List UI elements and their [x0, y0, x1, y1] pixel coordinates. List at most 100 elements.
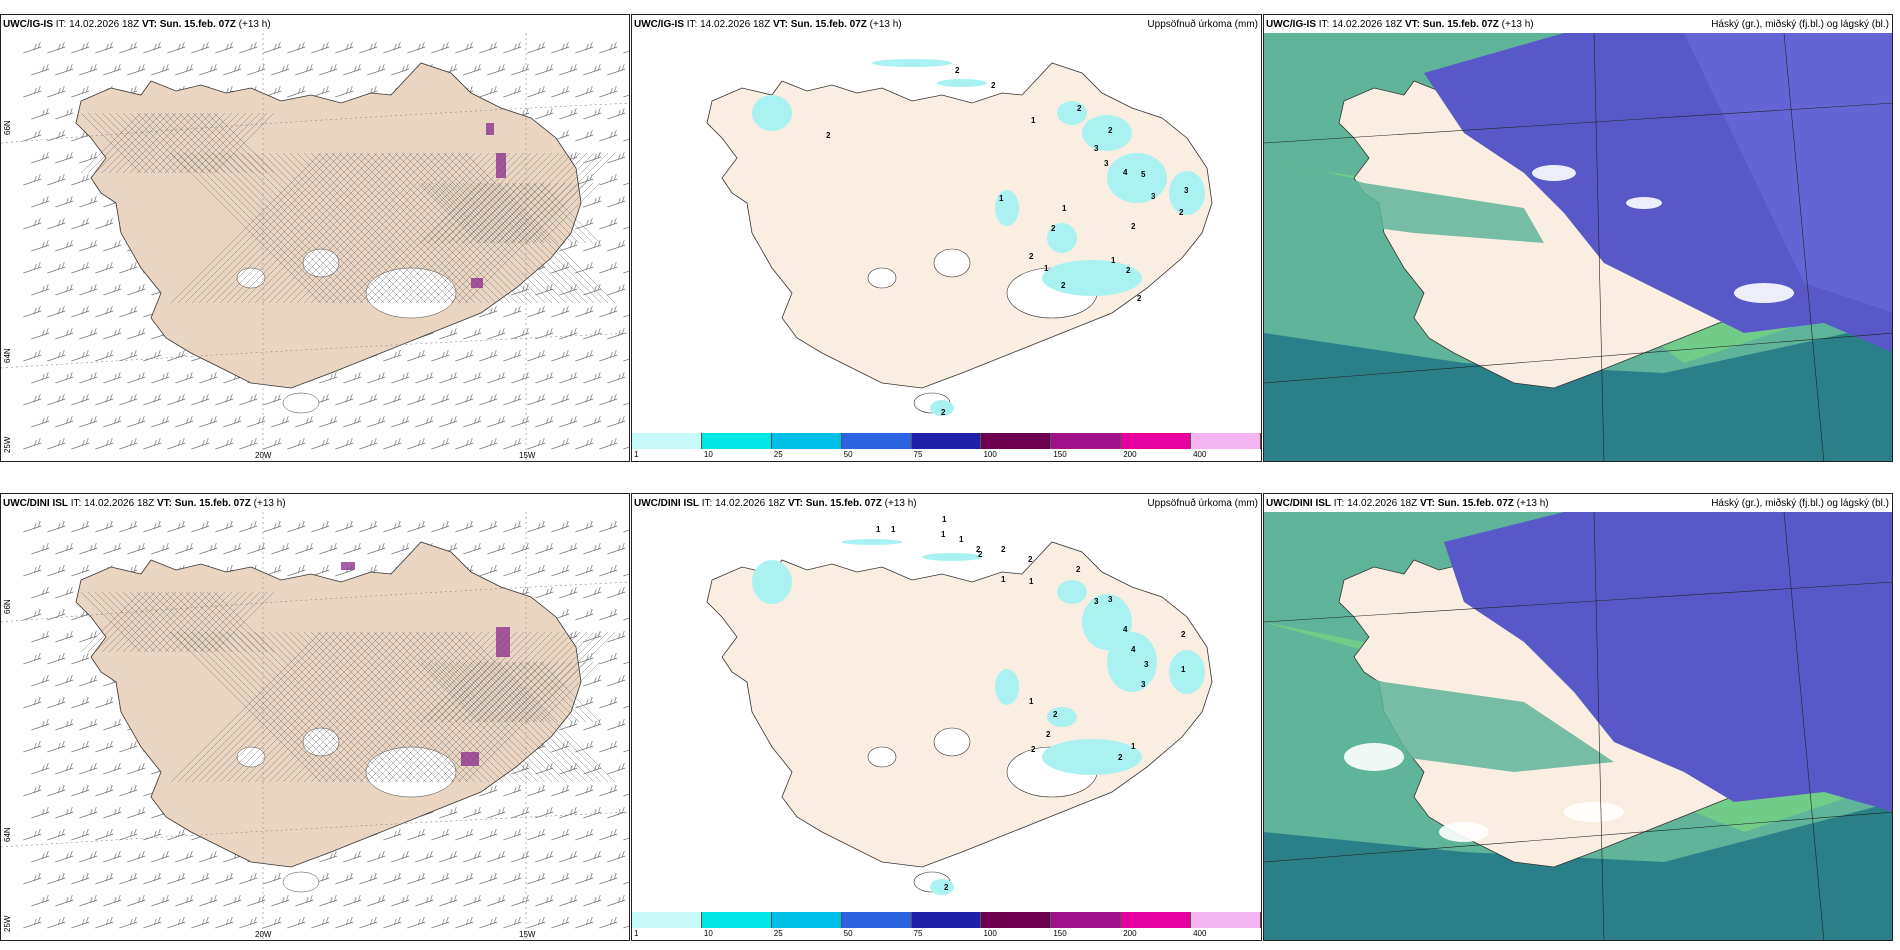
wind-barb	[167, 520, 186, 533]
wind-barb	[383, 41, 402, 54]
wind-barb	[191, 437, 210, 450]
wind-barb	[95, 393, 114, 406]
wind-barb	[215, 393, 234, 406]
snow-hatch-line	[518, 182, 580, 244]
wind-barb	[383, 437, 402, 450]
wind-barb	[95, 305, 114, 318]
colorbar-swatch	[701, 433, 772, 449]
wind-barb	[479, 437, 498, 450]
wind-barb	[559, 107, 578, 120]
cloud-map	[1264, 512, 1892, 940]
wind-barb	[551, 393, 570, 406]
wind-barb	[479, 85, 498, 98]
lead-time: (+13 h)	[1501, 19, 1534, 30]
wind-barb	[55, 850, 74, 863]
wind-barb	[479, 520, 498, 533]
it-value: 14.02.2026 18Z	[700, 19, 771, 30]
wind-barb	[607, 107, 626, 120]
colorbar-ticks: 1 10 25 50 75 100 150 200 400	[632, 450, 1261, 461]
wind-barb	[71, 85, 90, 98]
snow-hatch-line	[289, 631, 441, 783]
wind-barb	[287, 520, 306, 533]
wind-barb	[551, 784, 570, 797]
snow-hatch-line	[157, 112, 219, 174]
wind-barb	[119, 437, 138, 450]
wind-barb	[503, 564, 522, 577]
wind-barb	[311, 564, 330, 577]
wind-barb	[247, 63, 266, 76]
model-name: UWC/DINI ISL	[1266, 498, 1331, 509]
precip-value-label: 1	[1062, 204, 1067, 213]
wind-barb	[79, 151, 98, 164]
precip-value-label: 3	[1104, 159, 1109, 168]
wind-barb	[95, 41, 114, 54]
wind-barb	[511, 894, 530, 907]
colorbar-tick-label: 25	[773, 450, 783, 459]
wind-barb	[599, 349, 618, 362]
panel-header: UWC/IG-IS IT: 14.02.2026 18Z VT: Sun. 15…	[1266, 19, 1534, 30]
wind-barb	[479, 393, 498, 406]
snow-hatch-line	[483, 182, 545, 244]
wind-barb	[335, 393, 354, 406]
wind-barb	[287, 85, 306, 98]
wind-barb	[23, 872, 42, 885]
wind-barb	[583, 806, 602, 819]
wind-barb	[559, 327, 578, 340]
graticule	[1, 512, 629, 940]
snow-hatch-line	[115, 112, 177, 174]
wind-barb	[23, 564, 42, 577]
precip-value-label: 2	[1028, 555, 1033, 564]
snow-hatch-line	[184, 631, 336, 783]
wind-barb	[527, 437, 546, 450]
colorbar-swatch	[1051, 912, 1122, 928]
snow-hatch-line	[422, 631, 574, 783]
wind-barb	[527, 872, 546, 885]
snow-hatch-line	[136, 112, 198, 174]
snow-hatch-line	[497, 182, 559, 244]
wind-barb	[575, 261, 594, 274]
wind-barb	[31, 63, 50, 76]
wind-barb	[31, 674, 50, 687]
snow-hatch-line	[394, 631, 546, 783]
wind-barb	[103, 806, 122, 819]
snow-hatch-line	[511, 182, 573, 244]
wind-barb	[167, 916, 186, 929]
snow-hatch-line	[420, 182, 482, 244]
wind-barb	[607, 762, 626, 775]
precip-value-label: 5	[1141, 170, 1146, 179]
wind-barb	[551, 872, 570, 885]
wind-barb	[95, 349, 114, 362]
wind-barb	[623, 793, 629, 797]
wind-barb	[575, 349, 594, 362]
wind-barb	[79, 806, 98, 819]
wind-barb	[367, 542, 386, 555]
wind-barb	[103, 371, 122, 384]
wind-barb	[71, 41, 90, 54]
wind-barb	[463, 850, 482, 863]
wind-barb	[431, 393, 450, 406]
wind-barb	[47, 608, 66, 621]
wind-barb	[367, 63, 386, 76]
wind-barb	[263, 437, 282, 450]
wind-barb	[599, 608, 618, 621]
precip-value-label: 2	[955, 66, 960, 75]
colorbar-tick-label: 100	[983, 450, 997, 459]
snow-hatch-line	[129, 112, 191, 174]
wind-barb	[551, 520, 570, 533]
snow-hatch-line	[240, 152, 392, 304]
wind-barb	[503, 305, 522, 318]
wind-barb	[319, 894, 338, 907]
wind-barb	[551, 916, 570, 929]
wind-barb	[319, 850, 338, 863]
snow-hatch-line	[366, 152, 518, 304]
wind-barb	[407, 916, 426, 929]
wind-barb	[487, 63, 506, 76]
wind-barb	[575, 916, 594, 929]
wind-barb	[287, 916, 306, 929]
wind-barb	[79, 630, 98, 643]
snow-hatch-line	[434, 661, 496, 723]
model-name: UWC/IG-IS	[3, 19, 53, 30]
colorbar-swatch	[841, 433, 912, 449]
wind-barb	[175, 894, 194, 907]
panel-header: UWC/IG-IS IT: 14.02.2026 18Z VT: Sun. 15…	[3, 19, 271, 30]
